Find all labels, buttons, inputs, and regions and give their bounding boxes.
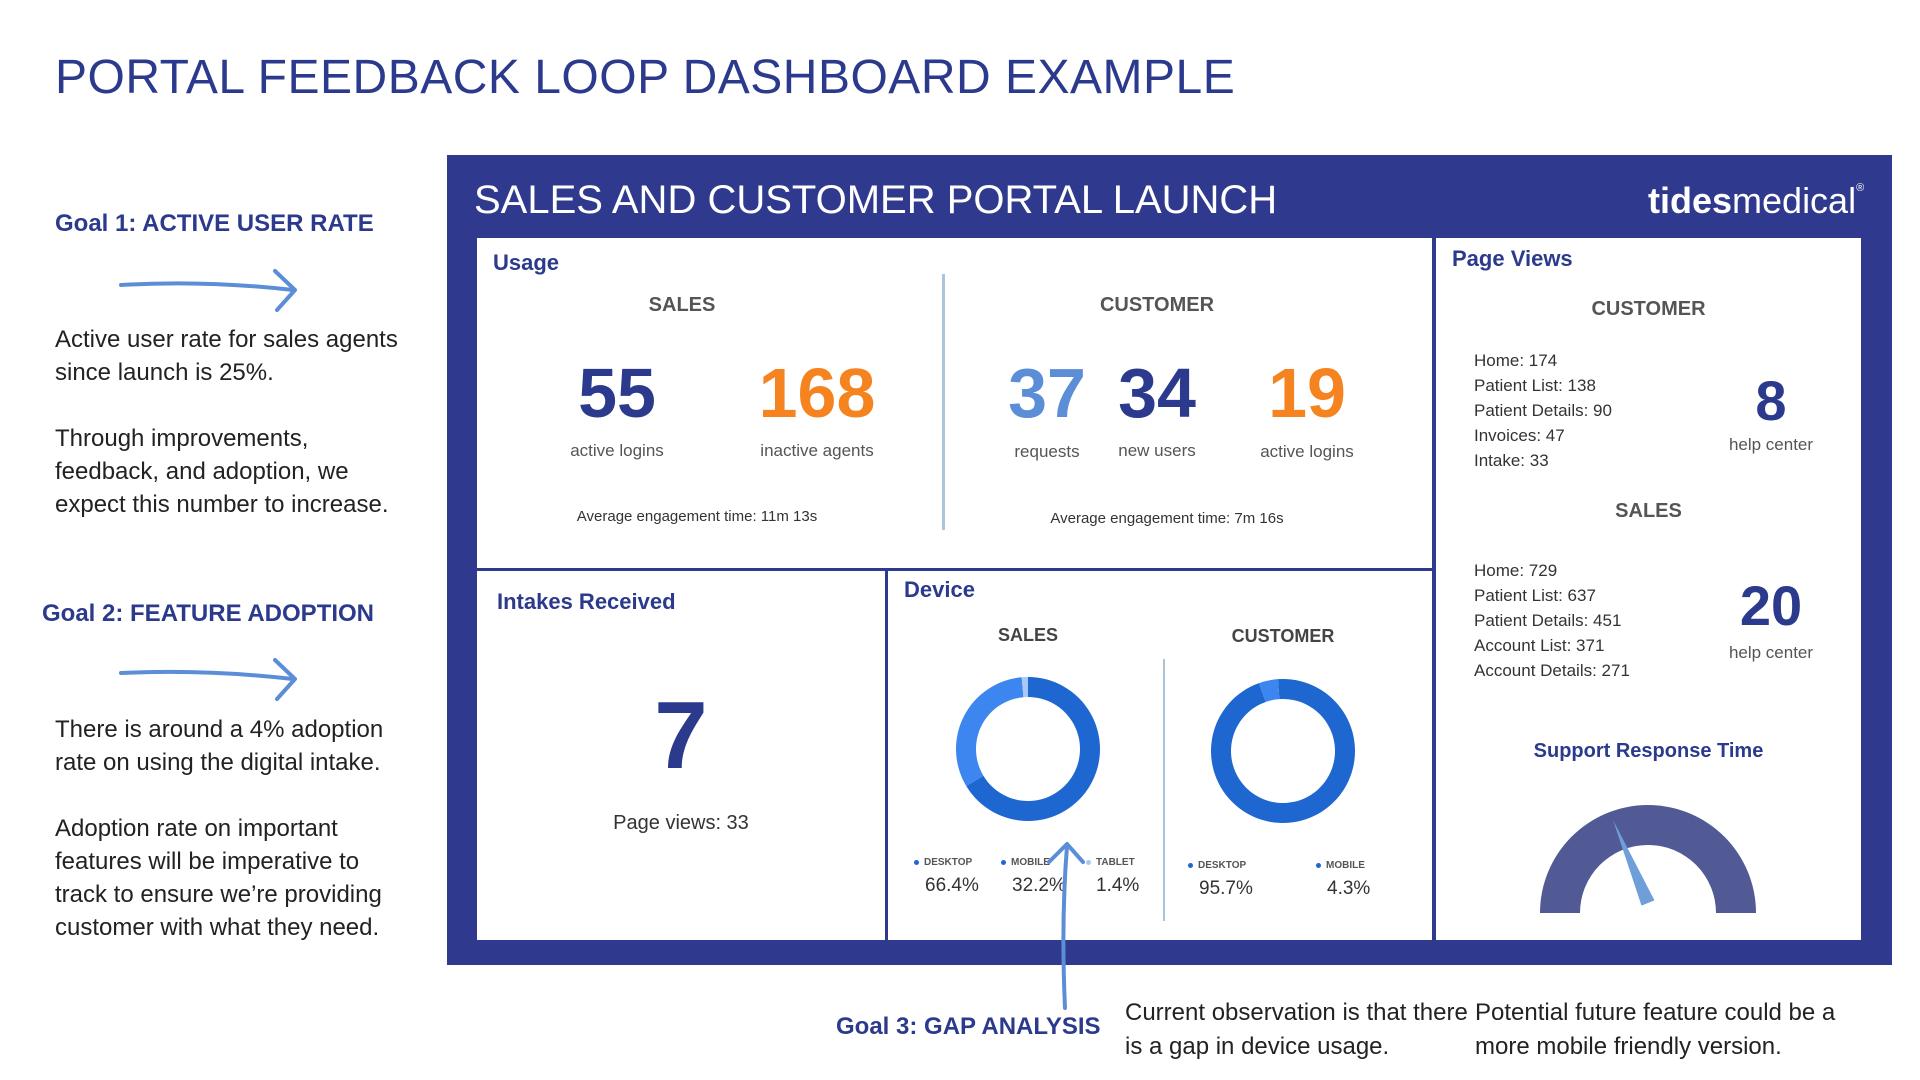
stat-new-users-label: new users: [1118, 441, 1196, 460]
device-label: Device: [904, 577, 975, 602]
page-title: PORTAL FEEDBACK LOOP DASHBOARD EXAMPLE: [55, 51, 1236, 104]
gauge-needle: [1613, 820, 1655, 906]
legend-sales-desktop: DESKTOP: [914, 857, 972, 868]
sales-page-list: Home: 729 Patient List: 637 Patient Deta…: [1474, 558, 1630, 683]
usage-card: Usage SALES 55 active logins 168 inactiv…: [477, 238, 1432, 568]
usage-label: Usage: [493, 250, 560, 275]
list-item: Account Details: 271: [1474, 661, 1630, 680]
arrow-right-icon: [119, 269, 297, 312]
goal-2-text-1: There is around a 4% adoption rate on us…: [55, 716, 384, 776]
stat-customer-active-logins-label: active logins: [1260, 442, 1354, 461]
device-customer-heading: CUSTOMER: [1231, 626, 1335, 646]
list-item: Home: 174: [1474, 351, 1558, 370]
stat-new-users-value: 34: [1118, 354, 1196, 432]
legend-dot-icon: [1188, 862, 1193, 868]
list-item: Home: 729: [1474, 561, 1558, 580]
legend-dot-icon: [1001, 859, 1006, 865]
sales-mobile-value: 32.2%: [1012, 875, 1066, 896]
sales-tablet-value: 1.4%: [1096, 875, 1140, 896]
usage-customer-heading: CUSTOMER: [1099, 294, 1215, 316]
sales-help-center-value: 20: [1739, 574, 1803, 637]
stat-active-logins-label: active logins: [570, 441, 664, 460]
legend-dot-icon: [1316, 862, 1321, 868]
stat-active-logins-value: 55: [578, 354, 656, 432]
legend-customer-desktop: DESKTOP: [1188, 860, 1246, 871]
list-item: Patient List: 637: [1474, 586, 1596, 605]
legend-sales-mobile: MOBILE: [1001, 857, 1050, 868]
goal-3-text-2: Potential future feature could be a more…: [1475, 999, 1836, 1060]
customer-device-donut: [1211, 679, 1355, 823]
stat-customer-active-logins-value: 19: [1268, 354, 1346, 432]
page-views-sales-heading: SALES: [1615, 500, 1682, 522]
donut-slice-mobile: [1258, 679, 1280, 702]
donut-slice-desktop: [966, 677, 1100, 821]
customer-desktop-value: 95.7%: [1199, 878, 1253, 899]
goal-1-text-2: Through improvements, feedback, and adop…: [55, 425, 389, 518]
list-item: Patient Details: 451: [1474, 611, 1622, 630]
goal-2-text-2: Adoption rate on important features will…: [55, 815, 382, 941]
customer-help-center-label: help center: [1728, 435, 1814, 454]
customer-mobile-value: 4.3%: [1327, 878, 1371, 899]
goal-3-label: Goal 3: GAP ANALYSIS: [836, 1013, 1101, 1040]
brand-logo: tidesmedical®: [1648, 180, 1865, 221]
list-item: Patient List: 138: [1474, 376, 1596, 395]
donut-slice-desktop: [1211, 679, 1355, 823]
page-views-card: Page Views CUSTOMER Home: 174 Patient Li…: [1436, 238, 1861, 940]
goal-3-text-1: Current observation is that there is a g…: [1125, 999, 1468, 1060]
stat-inactive-agents-label: inactive agents: [760, 441, 874, 460]
legend-sales-tablet: TABLET: [1086, 857, 1135, 868]
intakes-label: Intakes Received: [497, 589, 676, 614]
list-item: Intake: 33: [1474, 451, 1549, 470]
legend-customer-mobile: MOBILE: [1316, 860, 1365, 871]
legend-dot-icon: [914, 859, 919, 865]
support-response-label: Support Response Time: [1533, 740, 1764, 762]
stat-requests-label: requests: [1014, 442, 1080, 461]
page-views-customer-heading: CUSTOMER: [1591, 298, 1706, 320]
intakes-value: 7: [654, 682, 708, 789]
intakes-card: Intakes Received 7 Page views: 33: [477, 571, 885, 940]
page-views-label: Page Views: [1452, 246, 1573, 271]
sales-desktop-value: 66.4%: [925, 875, 979, 896]
device-sales-heading: SALES: [997, 625, 1058, 645]
stat-requests-value: 37: [1008, 354, 1086, 432]
legend-dot-icon: [1086, 859, 1091, 865]
customer-engagement-time: Average engagement time: 7m 16s: [1050, 510, 1284, 527]
customer-page-list: Home: 174 Patient List: 138 Patient Deta…: [1474, 348, 1612, 473]
donut-slice-mobile: [956, 677, 1024, 787]
customer-help-center-value: 8: [1755, 369, 1787, 432]
goal-1-label: Goal 1: ACTIVE USER RATE: [55, 210, 374, 237]
dashboard-title: SALES AND CUSTOMER PORTAL LAUNCH: [474, 178, 1278, 222]
usage-sales-heading: SALES: [648, 294, 716, 316]
arrow-up-icon: [1047, 842, 1085, 1010]
usage-divider: [942, 274, 945, 530]
list-item: Patient Details: 90: [1474, 401, 1612, 420]
device-divider: [1163, 659, 1165, 921]
donut-slice-tablet: [1021, 677, 1028, 698]
sales-device-donut: [956, 677, 1100, 821]
stat-inactive-agents-value: 168: [758, 354, 876, 432]
sales-help-center-label: help center: [1728, 643, 1814, 662]
arrow-right-icon: [119, 658, 297, 701]
sales-engagement-time: Average engagement time: 11m 13s: [576, 508, 818, 525]
goal-2-label: Goal 2: FEATURE ADOPTION: [42, 600, 375, 627]
goal-1-text-1: Active user rate for sales agents since …: [55, 326, 398, 386]
intakes-page-views: Page views: 33: [613, 812, 749, 834]
list-item: Invoices: 47: [1474, 426, 1565, 445]
list-item: Account List: 371: [1474, 636, 1605, 655]
support-response-gauge: [1540, 805, 1756, 913]
device-card: Device SALES CUSTOMER DESKTOP 66.4% MOBI…: [888, 571, 1432, 940]
